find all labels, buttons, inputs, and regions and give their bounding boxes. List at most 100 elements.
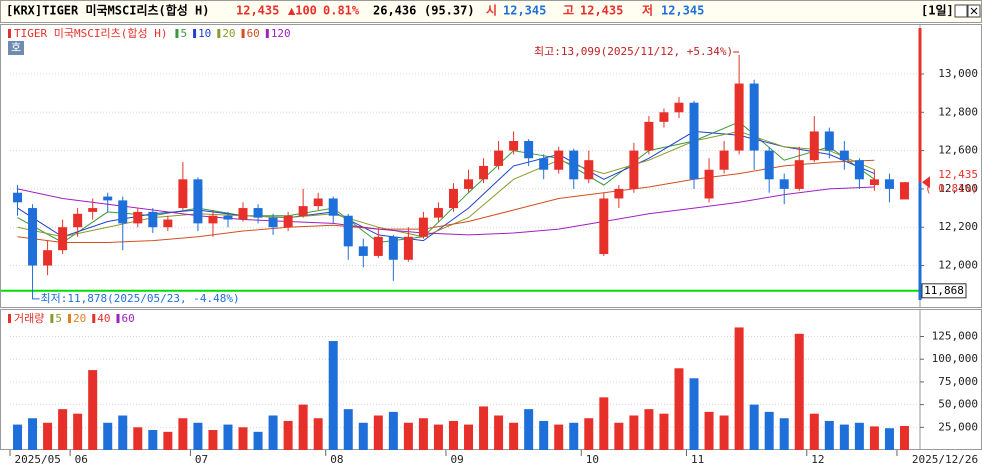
- candle-body: [539, 158, 549, 170]
- volume-bar: [749, 404, 759, 450]
- candle-body: [584, 160, 594, 180]
- last-price: 12,435: [938, 168, 978, 181]
- candle-body: [719, 150, 729, 170]
- candle-body: [328, 198, 338, 216]
- header-item: 시: [486, 4, 497, 18]
- volume-bar: [854, 422, 864, 450]
- candle-body: [734, 83, 744, 151]
- candle-body: [433, 208, 443, 218]
- period-button[interactable]: [1일]: [921, 4, 954, 18]
- header-item: 고: [563, 4, 574, 18]
- volume-bar: [373, 415, 383, 450]
- volume-bar: [193, 422, 203, 450]
- candle-body: [283, 215, 293, 228]
- close-icon: [970, 7, 978, 15]
- candle-body: [614, 188, 624, 199]
- candle-body: [779, 179, 789, 189]
- volume-bar: [689, 378, 699, 450]
- volume-bar: [88, 370, 98, 450]
- moving-average: [17, 130, 875, 238]
- reference-label-box: [921, 283, 967, 299]
- y-tick-label: 12,400: [938, 182, 978, 195]
- candle-body: [644, 121, 654, 151]
- candle-body: [313, 198, 323, 207]
- volume-bar: [343, 409, 353, 450]
- candle-body: [418, 217, 428, 237]
- candle-body: [88, 208, 98, 212]
- legend-swatch: [92, 314, 96, 323]
- header-item: [KRX]TIGER 미국MSCI리츠(합성 H): [6, 3, 210, 18]
- legend-swatch: [241, 29, 245, 38]
- candle-body: [43, 250, 53, 266]
- volume-bar: [719, 415, 729, 450]
- candle-body: [73, 213, 83, 228]
- volume-bar: [298, 404, 308, 450]
- candle-body: [569, 150, 579, 180]
- candle-body: [824, 131, 834, 151]
- candle-body: [794, 160, 804, 189]
- candle-body: [599, 198, 609, 255]
- header-item: (95.37): [424, 4, 475, 18]
- legend-swatch: [265, 29, 269, 38]
- candle-body: [133, 211, 143, 224]
- volume-bar: [614, 422, 624, 450]
- candle-body: [809, 131, 819, 161]
- volume-bar: [884, 428, 894, 450]
- candle-body: [674, 102, 684, 113]
- volume-bar: [464, 424, 474, 450]
- volume-bar: [824, 420, 834, 450]
- volume-bar: [584, 418, 594, 450]
- volume-bar: [13, 424, 23, 450]
- volume-bar: [899, 425, 909, 450]
- candle-body: [448, 188, 458, 209]
- candle-body: [629, 150, 639, 189]
- legend-item: 5: [55, 312, 62, 325]
- volume-bar: [704, 411, 714, 450]
- legend-title: 거래량: [14, 312, 44, 325]
- volume-bar: [554, 424, 564, 450]
- candle-body: [178, 179, 188, 209]
- volume-bar: [313, 418, 323, 450]
- y-tick-label: 12,800: [938, 105, 978, 118]
- candle-body: [659, 112, 669, 122]
- volume-bar: [764, 411, 774, 450]
- volume-bar: [539, 420, 549, 450]
- legend-swatch: [50, 314, 54, 323]
- last-price-pointer: [922, 176, 930, 189]
- moving-average: [17, 159, 875, 243]
- volume-bar: [644, 409, 654, 450]
- candle-body: [388, 236, 398, 260]
- candle-body: [689, 102, 699, 180]
- volume-bar: [328, 341, 338, 450]
- candle-body: [148, 211, 158, 228]
- volume-bar: [448, 420, 458, 450]
- volume-bar: [629, 415, 639, 450]
- candle-body: [58, 227, 68, 251]
- volume-bar: [163, 431, 173, 450]
- candle-body: [343, 215, 353, 247]
- tag: 호: [11, 41, 21, 54]
- header-item: 0.81%: [323, 4, 360, 18]
- volume-bar: [509, 422, 519, 450]
- restore-button[interactable]: [954, 4, 968, 18]
- legend-swatch: [193, 29, 197, 38]
- legend-swatch: [8, 314, 11, 323]
- annotation-arrow: [32, 288, 40, 300]
- volume-bar: [839, 424, 849, 450]
- volume-bar: [779, 418, 789, 450]
- candle-body: [253, 208, 263, 218]
- candle-body: [464, 179, 474, 189]
- moving-average: [17, 186, 875, 236]
- volume-bar: [599, 397, 609, 450]
- volume-bar: [253, 431, 263, 450]
- x-tick-label: 10: [586, 453, 599, 466]
- volume-bar: [809, 413, 819, 450]
- volume-bar: [659, 413, 669, 450]
- volume-bar: [118, 415, 128, 450]
- x-tick-label: 2025/05: [15, 453, 61, 466]
- x-tick-label: 07: [195, 453, 208, 466]
- volume-bar: [58, 409, 68, 450]
- volume-bar: [178, 418, 188, 450]
- header-item: ▲100: [288, 4, 317, 18]
- volume-bar: [283, 420, 293, 450]
